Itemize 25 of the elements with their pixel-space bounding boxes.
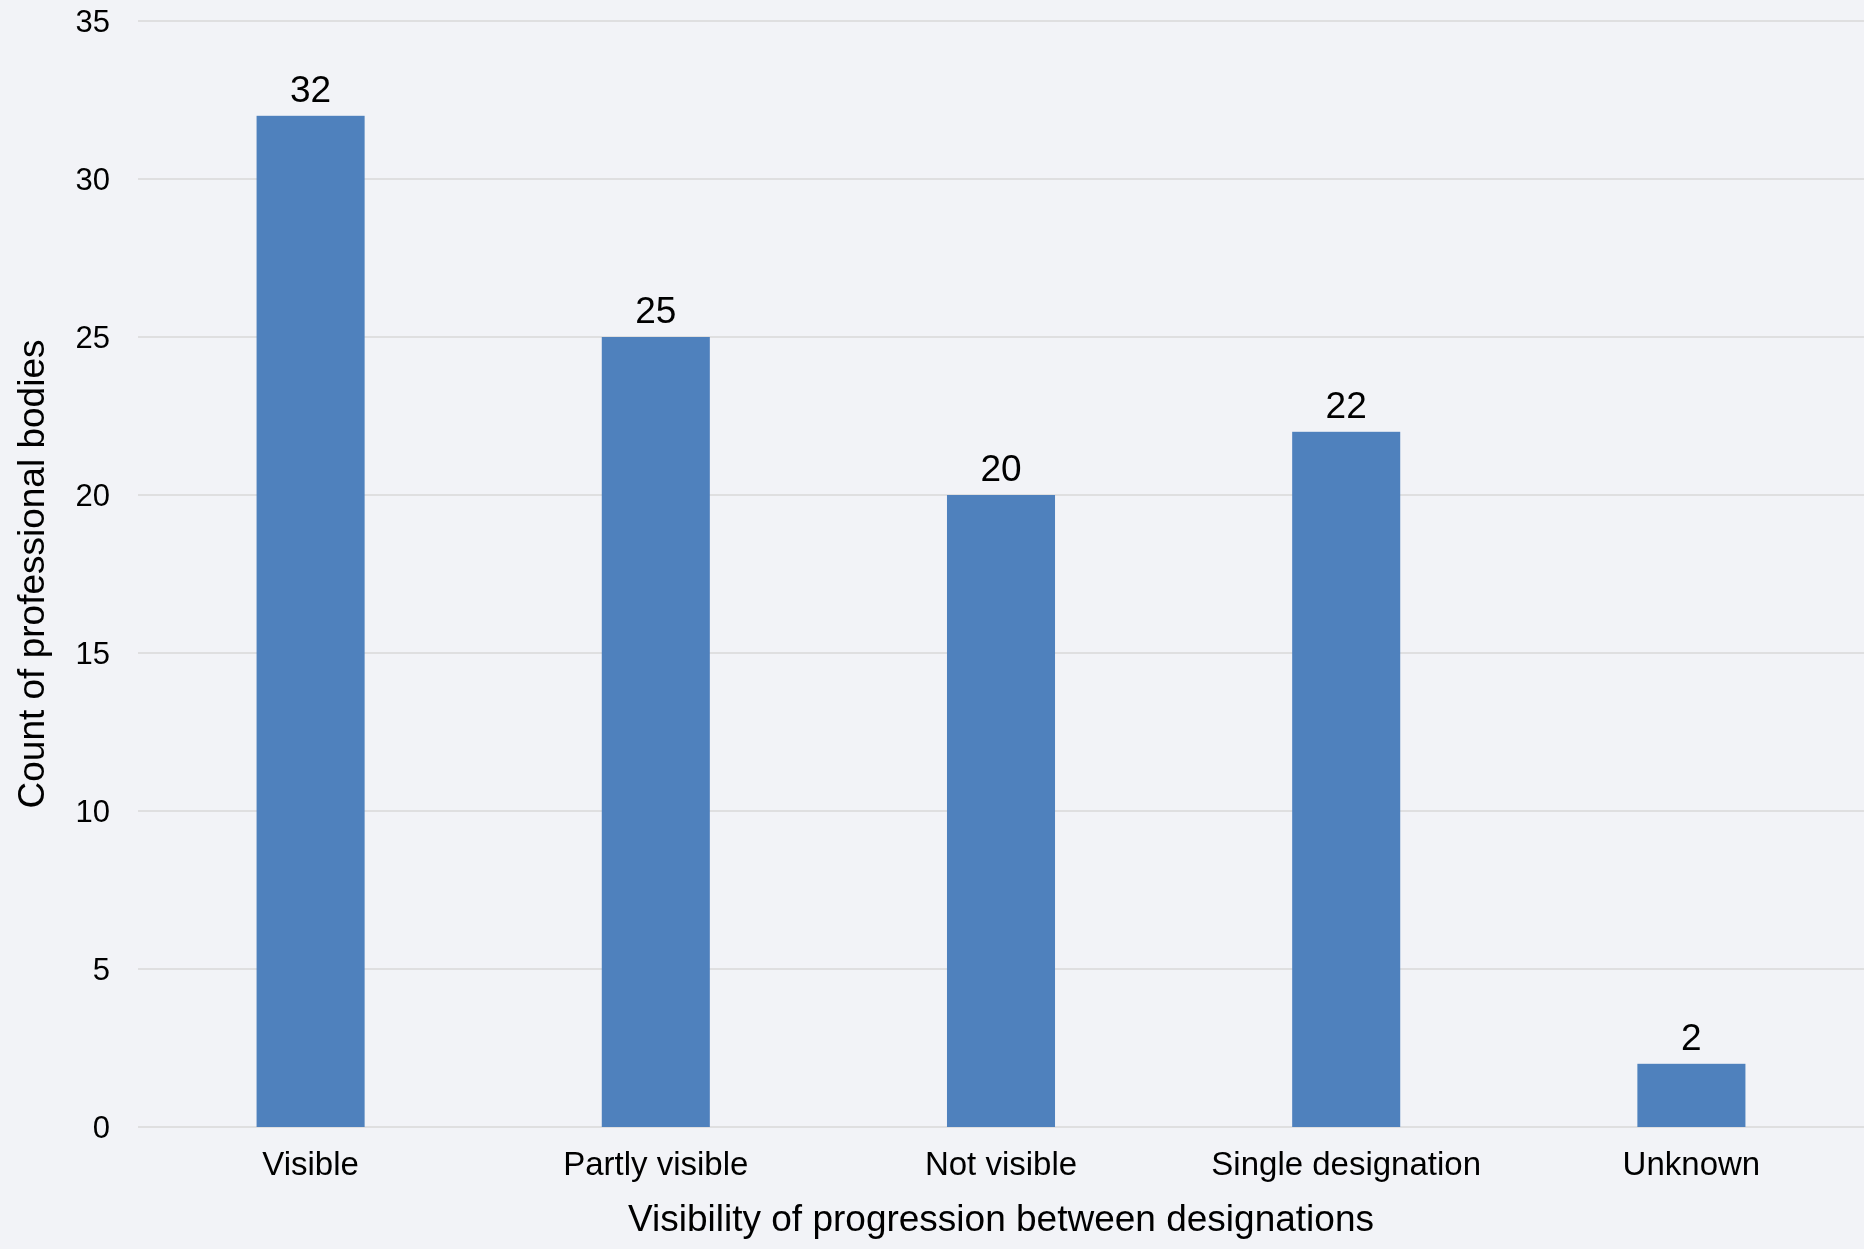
- data-label: 22: [1325, 384, 1367, 426]
- y-tick-label: 15: [75, 635, 110, 671]
- data-label: 25: [635, 290, 677, 331]
- x-tick-label: Partly visible: [563, 1145, 749, 1182]
- data-label: 20: [980, 448, 1022, 489]
- bar: [256, 115, 365, 1127]
- x-tick-label: Unknown: [1622, 1145, 1761, 1182]
- y-tick-label: 5: [92, 951, 110, 987]
- y-tick-label: 10: [75, 793, 110, 829]
- y-tick-label: 20: [75, 477, 110, 513]
- x-tick-label: Single designation: [1211, 1145, 1482, 1182]
- y-tick-label: 35: [75, 3, 110, 39]
- bar: [946, 495, 1056, 1127]
- bar: [1292, 431, 1401, 1127]
- bar: [1637, 1063, 1746, 1127]
- bar: [601, 337, 710, 1127]
- x-axis-title: Visibility of progression between designations: [628, 1198, 1374, 1239]
- y-tick-label: 30: [75, 161, 110, 197]
- x-tick-label: Not visible: [924, 1145, 1078, 1182]
- y-tick-label: 0: [92, 1109, 110, 1145]
- y-axis-title: Count of professional bodies: [11, 339, 52, 809]
- y-tick-label: 25: [75, 319, 110, 355]
- x-tick-label: Visible: [262, 1145, 359, 1182]
- data-label: 32: [290, 68, 332, 110]
- data-label: 2: [1681, 1016, 1702, 1058]
